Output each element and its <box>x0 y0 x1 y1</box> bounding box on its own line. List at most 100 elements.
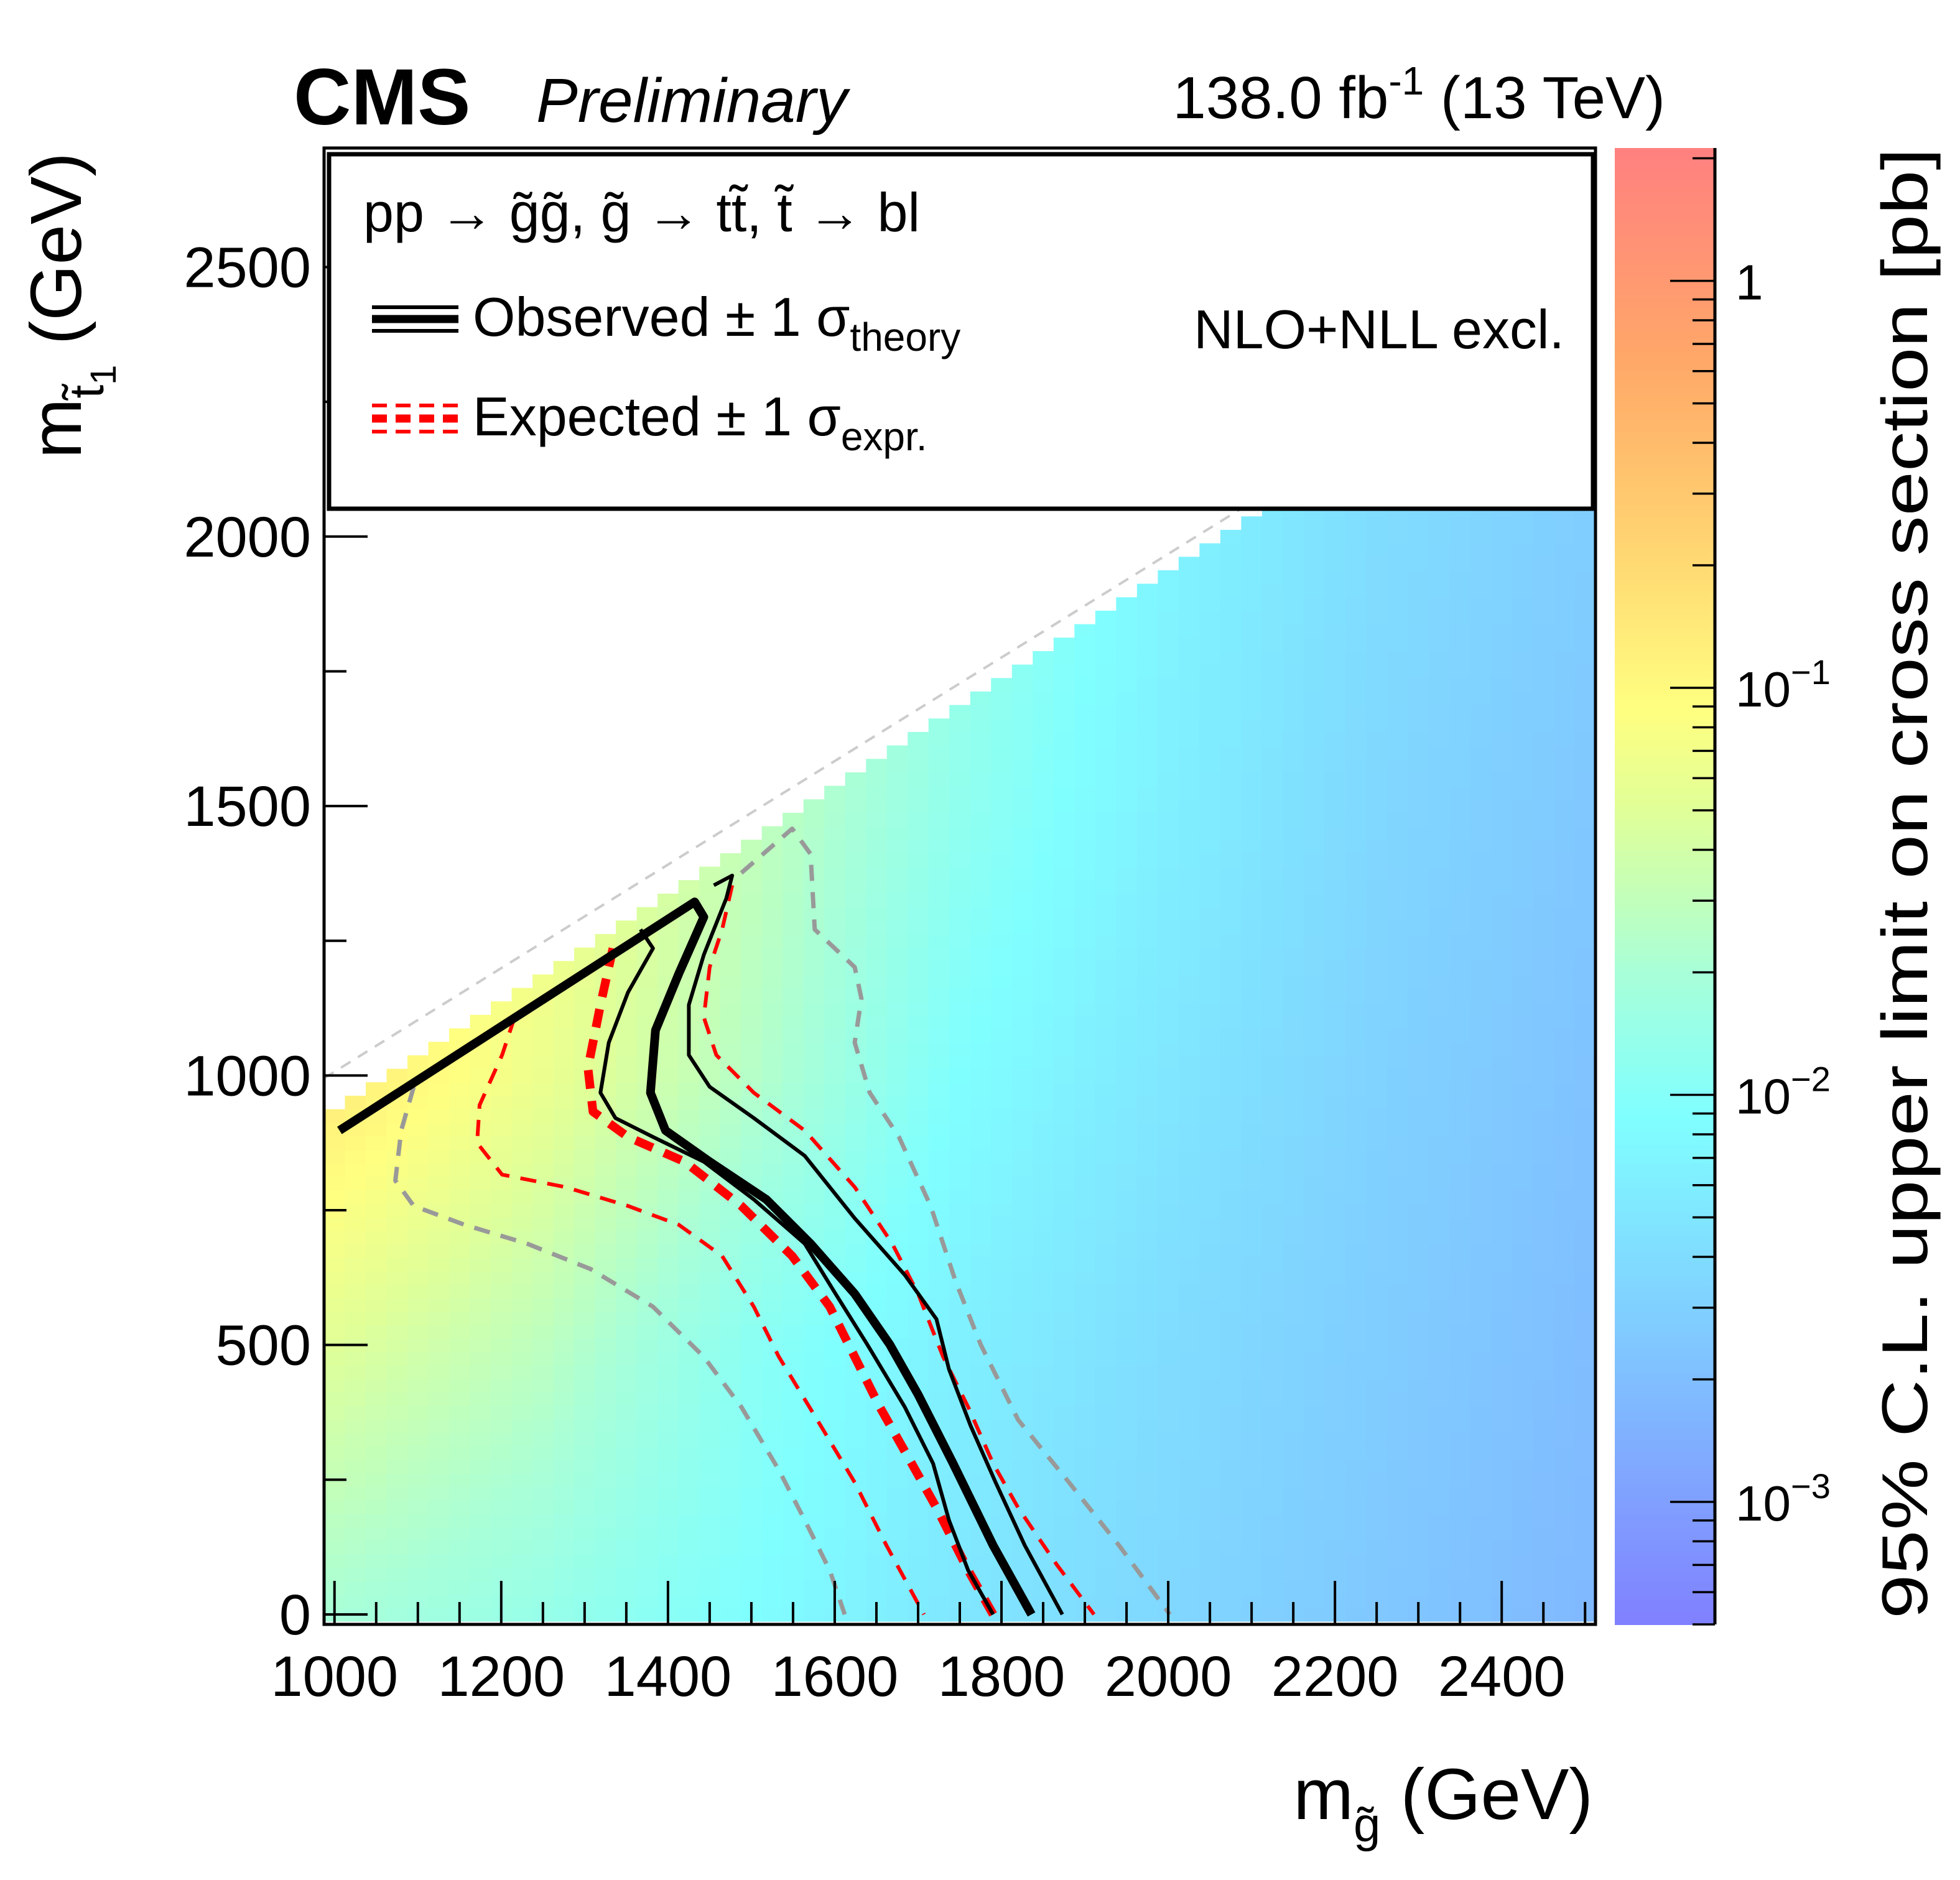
heatmap-cell <box>616 1419 638 1433</box>
heatmap-cell <box>824 1216 846 1231</box>
heatmap-cell <box>1116 1392 1138 1406</box>
colorbar-segment <box>1615 1359 1715 1367</box>
heatmap-cell <box>1053 705 1075 720</box>
heatmap-cell <box>845 1392 867 1406</box>
heatmap-cell <box>407 1513 429 1527</box>
heatmap-cell <box>1220 1499 1242 1514</box>
heatmap-cell <box>1345 1176 1367 1191</box>
heatmap-cell <box>1512 705 1534 720</box>
heatmap-cell <box>783 988 804 1003</box>
heatmap-cell <box>908 826 929 841</box>
heatmap-cell <box>1053 1095 1075 1110</box>
heatmap-cell <box>1283 1297 1304 1312</box>
heatmap-cell <box>595 1351 616 1366</box>
heatmap-cell <box>1011 1028 1034 1043</box>
heatmap-cell <box>741 1014 763 1029</box>
heatmap-cell <box>449 1095 471 1110</box>
heatmap-cell <box>1095 853 1117 868</box>
heatmap-cell <box>1449 1365 1471 1379</box>
heatmap-cell <box>366 1123 388 1137</box>
heatmap-cell <box>574 1567 596 1581</box>
heatmap-cell <box>366 1378 388 1393</box>
heatmap-cell <box>1283 1095 1304 1110</box>
colorbar-segment <box>1615 221 1715 229</box>
heatmap-cell <box>345 1405 366 1420</box>
heatmap-cell <box>1470 1082 1492 1096</box>
heatmap-cell <box>1428 1378 1451 1393</box>
heatmap-cell <box>1512 1190 1534 1204</box>
heatmap-cell <box>741 1580 763 1595</box>
heatmap-cell <box>1449 529 1471 544</box>
colorbar-segment <box>1615 1317 1715 1324</box>
heatmap-cell <box>511 1419 533 1433</box>
heatmap-cell <box>928 920 950 935</box>
heatmap-cell <box>1053 1068 1075 1083</box>
heatmap-cell <box>1512 1554 1534 1568</box>
heatmap-cell <box>1574 1095 1595 1110</box>
heatmap-cell <box>1470 1028 1492 1043</box>
heatmap-cell <box>1553 1055 1576 1070</box>
heatmap-cell <box>1074 1163 1096 1177</box>
heatmap-cell <box>1261 1446 1284 1460</box>
heatmap-cell <box>1345 785 1367 800</box>
heatmap-cell <box>803 1351 825 1366</box>
heatmap-cell <box>1574 1473 1595 1487</box>
heatmap-cell <box>970 880 992 894</box>
heatmap-cell <box>1053 799 1075 813</box>
colorbar-segment <box>1615 978 1715 986</box>
heatmap-cell <box>720 1311 741 1325</box>
heatmap-cell <box>866 1230 888 1244</box>
colorbar-segment <box>1615 406 1715 414</box>
heatmap-cell <box>1053 1527 1075 1541</box>
heatmap-cell <box>1303 772 1326 787</box>
heatmap-cell <box>1449 705 1471 720</box>
heatmap-cell <box>1136 1554 1159 1568</box>
heatmap-cell <box>616 1540 638 1555</box>
heatmap-cell <box>1199 1123 1221 1137</box>
heatmap-cell <box>1512 1499 1534 1514</box>
heatmap-cell <box>845 907 867 922</box>
heatmap-cell <box>699 1351 721 1366</box>
heatmap-cell <box>886 893 909 908</box>
heatmap-cell <box>1491 1109 1513 1124</box>
heatmap-cell <box>636 1257 658 1272</box>
heatmap-cell <box>345 1499 366 1514</box>
heatmap-cell <box>1095 840 1117 854</box>
heatmap-cell <box>1220 920 1242 935</box>
heatmap-cell <box>1074 1325 1096 1339</box>
heatmap-cell <box>761 1042 783 1056</box>
heatmap-cell <box>1428 516 1451 530</box>
heatmap-cell <box>886 785 909 800</box>
heatmap-cell <box>1116 1082 1138 1096</box>
heatmap-cell <box>1449 1230 1471 1244</box>
heatmap-cell <box>1136 624 1159 639</box>
heatmap-cell <box>1366 583 1388 598</box>
heatmap-cell <box>1136 1082 1159 1096</box>
heatmap-cell <box>1095 907 1117 922</box>
heatmap-cell <box>741 1136 763 1151</box>
heatmap-cell <box>636 1378 658 1393</box>
heatmap-cell <box>866 785 888 800</box>
heatmap-cell <box>574 1028 596 1043</box>
colorbar-segment <box>1615 480 1715 488</box>
colorbar-segment <box>1615 283 1715 290</box>
heatmap-cell <box>1449 557 1471 571</box>
heatmap-cell <box>1011 812 1034 827</box>
heatmap-cell <box>1324 1244 1346 1258</box>
colorbar-segment <box>1615 1083 1715 1090</box>
colorbar-segment <box>1615 1274 1715 1281</box>
heatmap-cell <box>1574 1419 1595 1433</box>
heatmap-cell <box>1324 880 1346 894</box>
heatmap-cell <box>824 1028 846 1043</box>
heatmap-cell <box>532 1540 554 1555</box>
heatmap-cell <box>1386 1055 1409 1070</box>
heatmap-cell <box>928 961 950 975</box>
heatmap-cell <box>1053 731 1075 746</box>
heatmap-cell <box>845 1082 867 1096</box>
colorbar-segment <box>1615 1181 1715 1188</box>
heatmap-cell <box>1116 947 1138 962</box>
heatmap-cell <box>532 1176 554 1191</box>
heatmap-cell <box>1136 691 1159 706</box>
heatmap-cell <box>532 974 554 989</box>
